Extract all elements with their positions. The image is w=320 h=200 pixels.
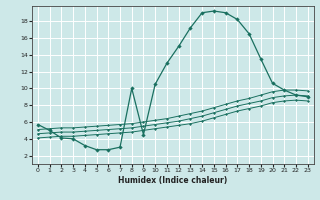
X-axis label: Humidex (Indice chaleur): Humidex (Indice chaleur): [118, 176, 228, 185]
